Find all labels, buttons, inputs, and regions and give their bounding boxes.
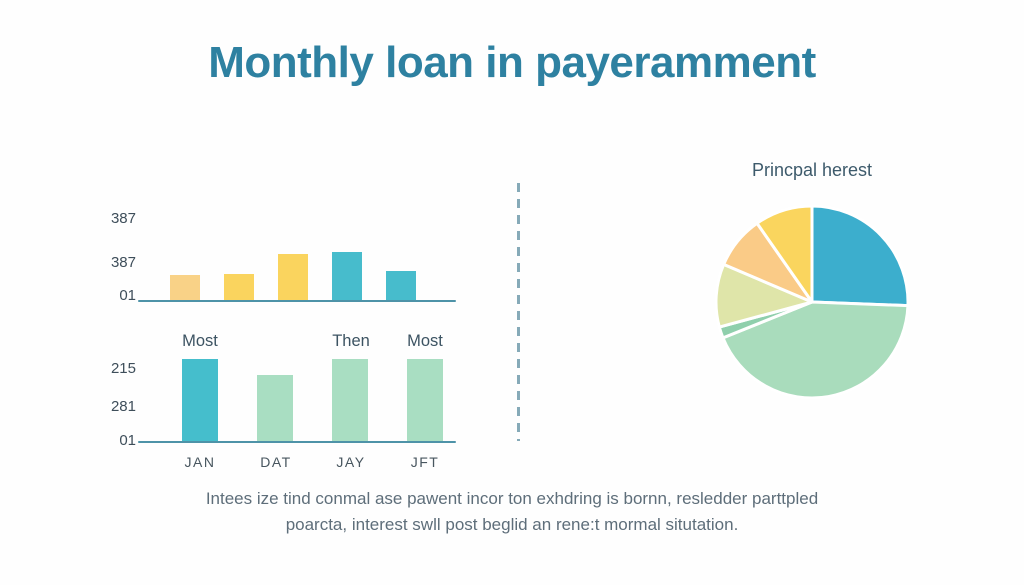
bar-4: [386, 271, 416, 302]
bar-DAT: [257, 375, 293, 441]
top-bar-chart: 387 387 01: [100, 200, 460, 312]
bottom-bar-chart-plot: [140, 359, 456, 441]
page-title: Monthly loan in payeramment: [208, 38, 816, 87]
y-axis-tick: 01: [119, 432, 136, 449]
bottom-bar-chart: Most Then Most 215 281 01 JAN DAT JAY JF…: [100, 330, 460, 480]
caption-line-1: Intees ize tind conmal ase pawent incor …: [205, 489, 819, 508]
y-axis-tick: 387: [110, 210, 136, 227]
bar-0: [170, 275, 200, 302]
y-axis-tick: 387: [110, 254, 136, 271]
bar-2: [278, 254, 308, 302]
bar-JAY: [332, 359, 368, 441]
x-axis-label: JAN: [184, 454, 216, 470]
bar-JAN: [182, 359, 218, 441]
x-axis-label: DAT: [260, 454, 292, 470]
x-axis-line: [138, 441, 456, 443]
y-axis-tick: 215: [110, 360, 136, 377]
pie-chart-section: Princpal herest: [690, 160, 934, 410]
x-axis-label: JAY: [336, 454, 366, 470]
y-axis-tick: 281: [110, 398, 136, 415]
bar-3: [332, 252, 362, 302]
pie-chart-title: Princpal herest: [751, 160, 873, 180]
pie-chart: [714, 204, 910, 400]
caption-line-2: poarcta, interest swll post beglid an re…: [285, 515, 739, 534]
x-axis-label: JFT: [410, 454, 440, 470]
bar-1: [224, 274, 254, 302]
bar-JFT: [407, 359, 443, 441]
dashed-divider-line: [517, 183, 520, 441]
group-label: Then: [332, 332, 370, 350]
group-label: Most: [407, 332, 443, 350]
top-bar-chart-plot: [140, 245, 456, 302]
pie-slice-green-large: [721, 300, 910, 400]
group-label: Most: [182, 332, 218, 350]
y-axis-tick: 01: [119, 287, 136, 304]
pie-slice-teal: [810, 204, 910, 308]
caption-text: Intees ize tind conmal ase pawent incor …: [0, 486, 1024, 538]
pie-slice-yellow: [755, 204, 814, 304]
x-axis-line: [138, 300, 456, 302]
